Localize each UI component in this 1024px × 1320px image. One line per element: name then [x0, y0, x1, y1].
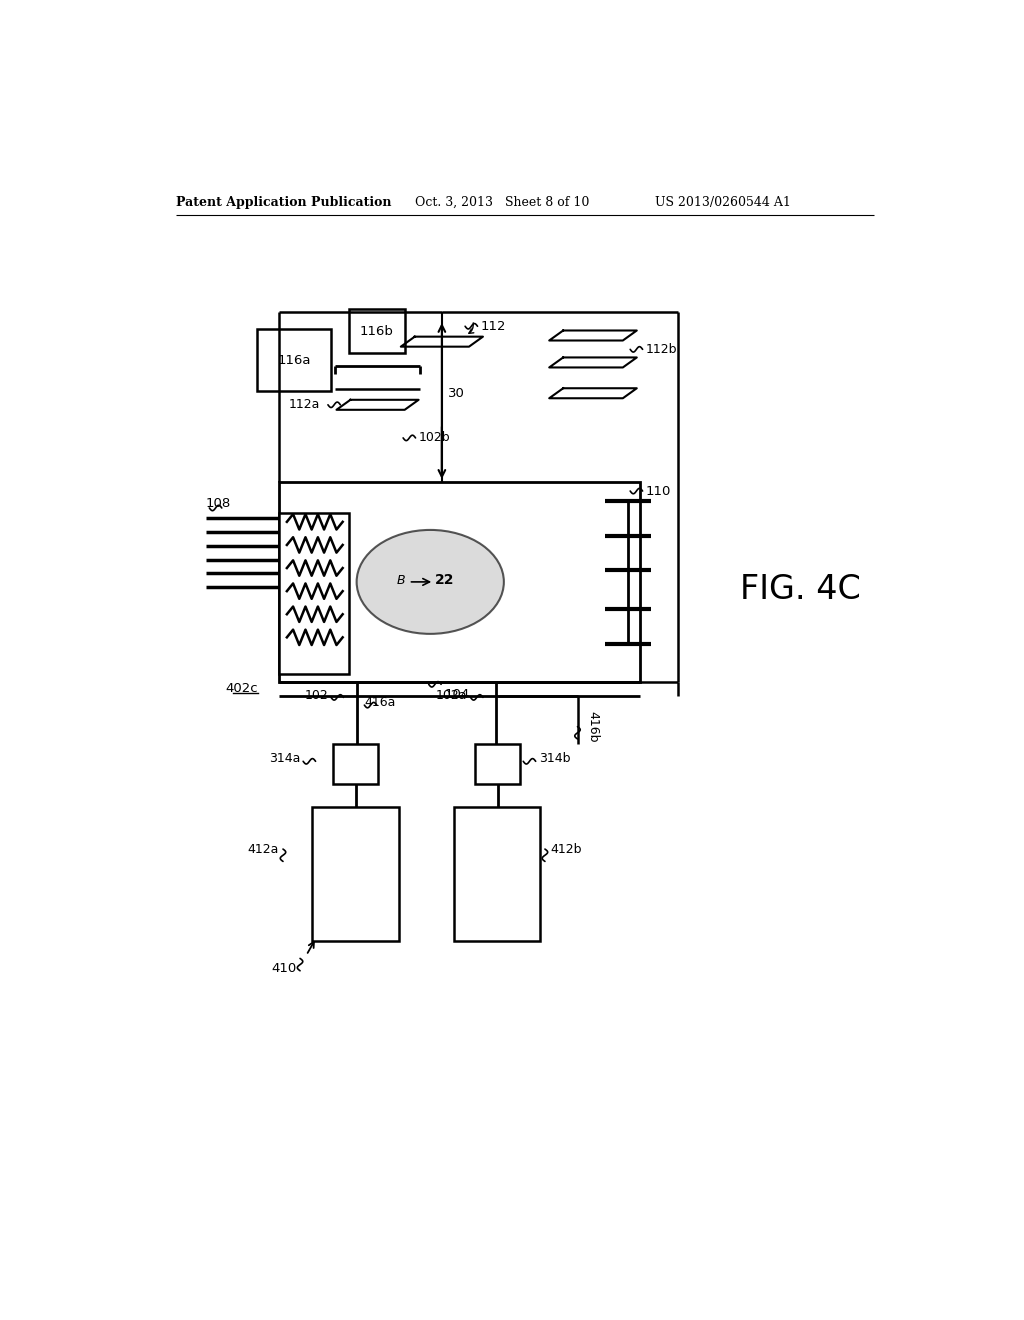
Text: 314a: 314a [268, 752, 300, 766]
Text: 314b: 314b [539, 752, 570, 766]
Text: 108: 108 [206, 496, 230, 510]
Text: 30: 30 [449, 387, 465, 400]
Text: 110: 110 [646, 484, 671, 498]
Bar [257, 330, 331, 391]
Text: 102b: 102b [419, 432, 451, 445]
Text: 416b: 416b [587, 711, 600, 742]
Text: 416a: 416a [365, 696, 395, 709]
Bar [475, 743, 520, 784]
Text: 102a: 102a [436, 689, 467, 702]
Bar [312, 807, 399, 941]
Text: 410: 410 [271, 962, 297, 975]
Ellipse shape [356, 529, 504, 634]
Text: 402c: 402c [225, 682, 258, 696]
Text: 102: 102 [304, 689, 328, 702]
Bar [334, 743, 378, 784]
Text: 112b: 112b [646, 343, 677, 356]
Text: Patent Application Publication: Patent Application Publication [176, 195, 391, 209]
Text: 116b: 116b [359, 325, 393, 338]
Text: US 2013/0260544 A1: US 2013/0260544 A1 [655, 195, 791, 209]
Bar [349, 309, 404, 354]
Text: 112: 112 [480, 319, 506, 333]
Text: Oct. 3, 2013   Sheet 8 of 10: Oct. 3, 2013 Sheet 8 of 10 [415, 195, 589, 209]
Bar [454, 807, 541, 941]
Bar [280, 512, 349, 675]
Text: 116a: 116a [278, 354, 311, 367]
Text: 412b: 412b [550, 842, 582, 855]
Bar [280, 482, 640, 682]
Text: FIG. 4C: FIG. 4C [740, 573, 861, 606]
Text: 112a: 112a [289, 399, 321, 412]
Text: B: B [396, 574, 406, 587]
Text: 104: 104 [444, 688, 469, 701]
Text: 22: 22 [434, 573, 454, 587]
Text: 412a: 412a [248, 842, 280, 855]
